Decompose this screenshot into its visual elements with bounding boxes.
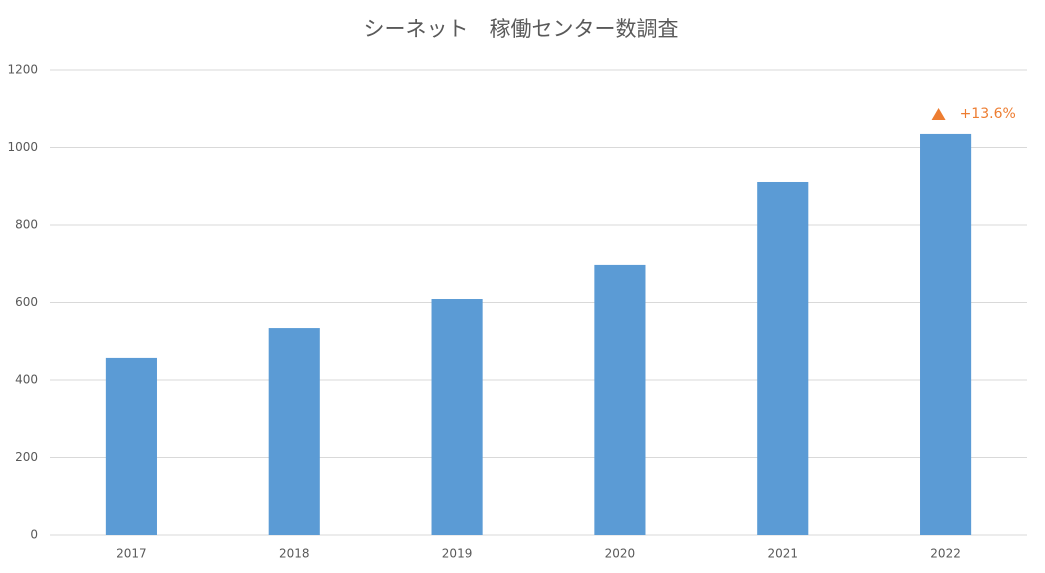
x-tick-label: 2018 [279, 547, 310, 561]
y-tick-label: 400 [15, 373, 38, 387]
bar [268, 328, 320, 535]
bar [920, 133, 972, 535]
y-tick-label: 1200 [7, 63, 38, 77]
x-tick-label: 2019 [442, 547, 473, 561]
chart-title: シーネット 稼働センター数調査 [364, 17, 679, 41]
bar [594, 264, 646, 535]
y-tick-label: 800 [15, 218, 38, 232]
bar [431, 299, 483, 535]
annotation-triangle [931, 107, 946, 120]
y-tick-label: 600 [15, 295, 38, 309]
y-tick-label: 200 [15, 450, 38, 464]
bar [105, 357, 157, 535]
y-tick-label: 1000 [7, 140, 38, 154]
y-tick-label: 0 [30, 528, 38, 542]
x-tick-label: 2021 [767, 547, 798, 561]
x-tick-label: 2020 [605, 547, 636, 561]
x-tick-label: 2022 [930, 547, 961, 561]
bar [757, 181, 809, 536]
x-tick-label: 2017 [116, 547, 147, 561]
annotation: +13.6% [960, 106, 1016, 122]
